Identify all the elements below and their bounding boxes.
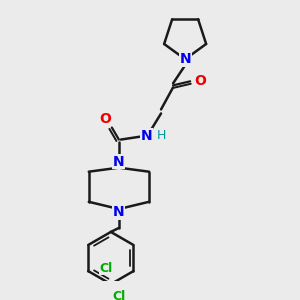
Text: O: O [194,74,206,88]
Text: Cl: Cl [100,262,113,275]
Text: Cl: Cl [112,290,125,300]
Text: N: N [113,154,125,169]
Text: O: O [99,112,111,127]
Text: N: N [113,205,125,219]
Text: N: N [179,52,191,66]
Text: H: H [156,129,166,142]
Text: N: N [141,128,153,142]
